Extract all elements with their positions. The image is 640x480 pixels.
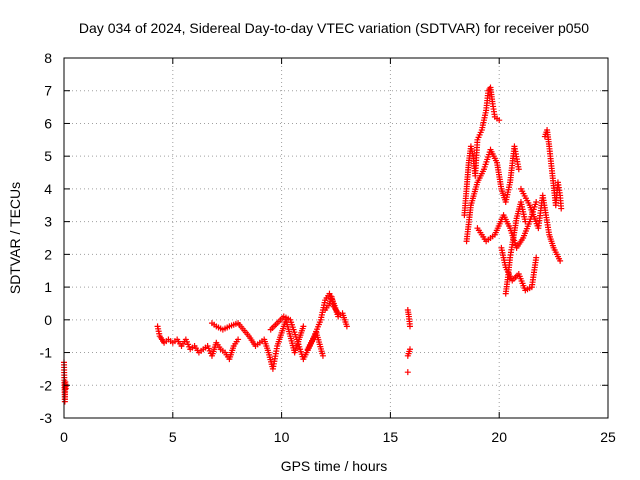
x-axis-label: GPS time / hours — [281, 458, 388, 474]
data-point — [496, 117, 503, 124]
y-tick-label: -3 — [40, 410, 53, 426]
data-point — [235, 336, 242, 343]
data-point — [319, 352, 326, 359]
data-point — [533, 254, 540, 261]
x-tick-label: 15 — [383, 429, 399, 445]
chart-title: Day 034 of 2024, Sidereal Day-to-day VTE… — [79, 20, 589, 36]
y-tick-label: 1 — [44, 279, 52, 295]
data-point — [404, 369, 411, 376]
data-point — [533, 199, 540, 205]
data-point — [515, 166, 522, 173]
data-point — [406, 346, 413, 353]
y-tick-label: 8 — [44, 50, 52, 66]
y-tick-label: 0 — [44, 312, 52, 328]
x-tick-label: 0 — [60, 429, 68, 445]
data-point — [522, 218, 529, 225]
data-point — [335, 310, 342, 317]
y-axis-label: SDTVAR / TECUs — [7, 182, 23, 294]
y-tick-label: -1 — [40, 345, 53, 361]
y-tick-label: 6 — [44, 115, 52, 131]
y-tick-label: 3 — [44, 214, 52, 230]
y-tick-label: 4 — [44, 181, 52, 197]
plot-frame — [63, 57, 609, 419]
y-tick-label: 7 — [44, 83, 52, 99]
axis-ticks: 0 5 10 15 20 25 -3 -2 -1 0 1 2 3 4 5 6 7 8 — [40, 50, 616, 445]
y-tick-label: 2 — [44, 246, 52, 262]
x-tick-label: 10 — [274, 429, 290, 445]
data-point — [343, 323, 350, 330]
y-tick-label: 5 — [44, 148, 52, 164]
x-tick-label: 25 — [600, 429, 616, 445]
data-point — [557, 257, 564, 264]
data-points — [61, 84, 565, 405]
data-point — [300, 323, 307, 330]
x-tick-label: 20 — [491, 429, 507, 445]
data-point — [406, 323, 413, 330]
data-point — [558, 205, 565, 212]
y-tick-label: -2 — [40, 377, 53, 393]
x-tick-label: 5 — [169, 429, 177, 445]
